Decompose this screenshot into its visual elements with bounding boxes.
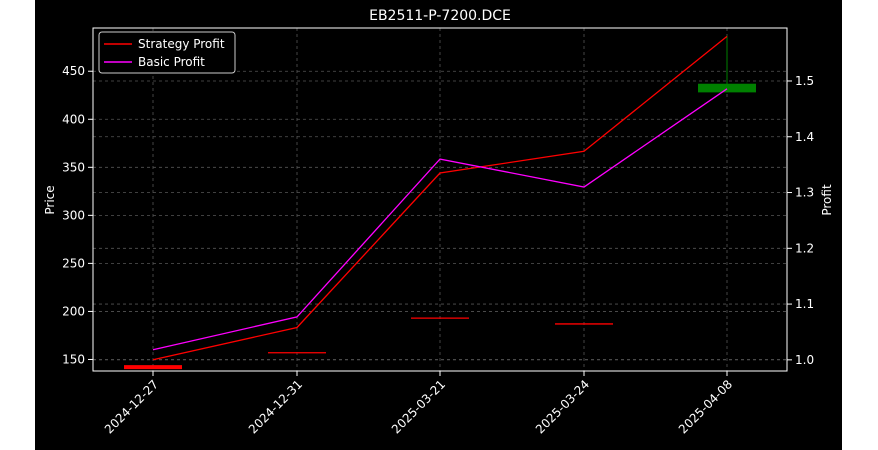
right-axis: 1.0 1.1 1.2 1.3 1.4 1.5: [787, 74, 814, 367]
y-tick-label-left: 450: [62, 64, 85, 78]
y-axis-label-left: Price: [43, 185, 57, 214]
profit-lines: [152, 35, 728, 361]
y-tick-label-right: 1.4: [795, 130, 814, 144]
legend-label-strategy: Strategy Profit: [138, 37, 225, 51]
legend: Strategy Profit Basic Profit: [98, 31, 236, 74]
y-tick-label-left: 350: [62, 160, 85, 174]
y-tick-label-right: 1.1: [795, 297, 814, 311]
candles: [124, 35, 756, 370]
y-tick-label-right: 1.3: [795, 186, 814, 200]
left-axis: 150 200 250 300 350 400 450: [62, 64, 93, 366]
y-tick-label-left: 400: [62, 112, 85, 126]
legend-box: [98, 31, 236, 74]
strategy-profit-line: [152, 35, 728, 361]
legend-label-basic: Basic Profit: [138, 55, 205, 69]
y-tick-label-left: 150: [62, 352, 85, 366]
y-axis-label-right: Profit: [820, 184, 834, 216]
figure-background: [35, 0, 842, 450]
candle-body: [698, 83, 756, 93]
y-tick-label-left: 300: [62, 208, 85, 222]
y-tick-label-right: 1.2: [795, 241, 814, 255]
y-tick-label-left: 200: [62, 304, 85, 318]
y-tick-label-left: 250: [62, 256, 85, 270]
y-tick-label-right: 1.5: [795, 74, 814, 88]
basic-profit-line: [152, 88, 728, 351]
grid: [93, 28, 787, 371]
chart-title: EB2511-P-7200.DCE: [369, 8, 511, 24]
y-tick-label-right: 1.0: [795, 353, 814, 367]
